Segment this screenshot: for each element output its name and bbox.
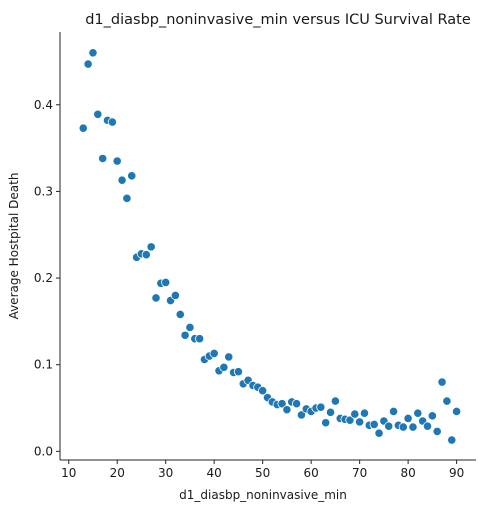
data-point [316, 402, 326, 412]
data-point [258, 386, 268, 396]
data-point [209, 348, 219, 359]
x-tick-label: 60 [304, 466, 319, 480]
data-point [195, 334, 205, 344]
data-point [374, 428, 384, 438]
data-point [122, 193, 132, 203]
data-points [78, 48, 462, 445]
data-point [345, 415, 355, 425]
data-point [398, 422, 408, 432]
data-point [350, 409, 360, 419]
data-point [422, 421, 433, 431]
data-point [325, 407, 336, 417]
axes: 10 20 30 40 50 60 70 80 90 0.0 0.1 0.2 0.3 0.4 [34, 32, 476, 480]
data-point [296, 410, 307, 420]
x-tick-label: 50 [255, 466, 270, 480]
data-point [117, 175, 127, 185]
data-point [83, 59, 93, 69]
y-tick-label: 0.2 [34, 271, 53, 285]
x-tick-label: 10 [61, 466, 76, 480]
data-point [151, 293, 161, 303]
data-point [427, 411, 437, 421]
data-point [359, 408, 370, 418]
data-point [452, 406, 462, 417]
y-axis-label: Average Hostpital Death [7, 173, 21, 320]
data-point [282, 405, 292, 415]
data-point [146, 242, 156, 252]
data-point [233, 367, 244, 377]
data-point [355, 417, 365, 427]
x-tick-label: 90 [449, 466, 464, 480]
y-tick-label: 0.1 [34, 358, 53, 372]
data-point [403, 413, 413, 424]
data-point [112, 156, 122, 166]
x-axis-label: d1_diasbp_noninvasive_min [179, 488, 347, 502]
data-point [175, 309, 185, 320]
x-tick-label: 80 [400, 466, 415, 480]
chart-title: d1_diasbp_noninvasive_min versus ICU Sur… [85, 12, 471, 28]
data-point [107, 117, 117, 127]
data-point [321, 418, 331, 428]
data-point [277, 399, 287, 409]
data-point [432, 426, 442, 437]
data-point [330, 396, 340, 406]
data-point [442, 396, 452, 406]
data-point [161, 277, 171, 287]
data-point [388, 406, 399, 417]
x-tick-label: 30 [158, 466, 173, 480]
data-point [88, 48, 98, 58]
data-point [170, 290, 180, 300]
data-point [408, 422, 418, 432]
data-point [292, 399, 302, 409]
data-point [369, 419, 379, 430]
x-tick-label: 70 [352, 466, 367, 480]
data-point [447, 435, 457, 445]
data-point [384, 421, 394, 431]
x-tick-label: 40 [207, 466, 222, 480]
data-point [141, 250, 151, 260]
data-point [437, 377, 447, 387]
data-point [224, 352, 234, 362]
data-point [93, 109, 103, 119]
y-tick-label: 0.4 [34, 98, 53, 112]
data-point [127, 171, 137, 181]
data-point [78, 123, 88, 133]
data-point [413, 408, 423, 418]
y-tick-label: 0.0 [34, 444, 53, 458]
data-point [219, 362, 229, 372]
data-point [98, 153, 108, 164]
data-point [185, 322, 195, 333]
data-point [180, 330, 190, 340]
y-tick-label: 0.3 [34, 184, 53, 198]
x-tick-label: 20 [110, 466, 125, 480]
